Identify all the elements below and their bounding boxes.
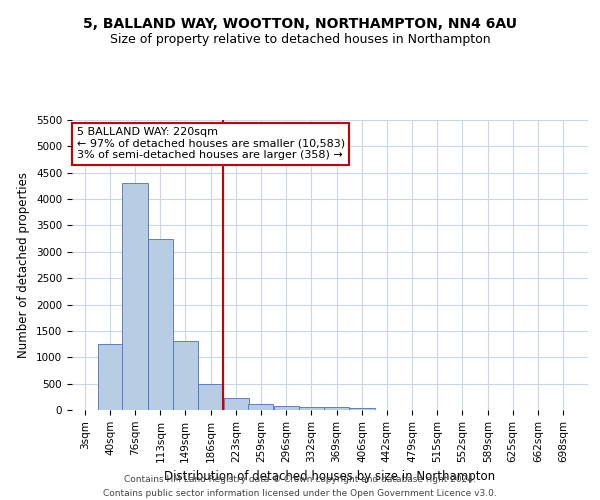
Text: Contains HM Land Registry data © Crown copyright and database right 2024.
Contai: Contains HM Land Registry data © Crown c… [103, 476, 497, 498]
Bar [148, 238, 173, 410]
Bar [324, 408, 349, 410]
Bar [98, 344, 123, 410]
X-axis label: Distribution of detached houses by size in Northampton: Distribution of detached houses by size … [164, 470, 496, 483]
Bar [349, 408, 374, 410]
Bar [198, 384, 223, 410]
Bar [173, 342, 198, 410]
Bar [248, 404, 274, 410]
Y-axis label: Number of detached properties: Number of detached properties [17, 172, 31, 358]
Bar [274, 406, 299, 410]
Text: 5, BALLAND WAY, WOOTTON, NORTHAMPTON, NN4 6AU: 5, BALLAND WAY, WOOTTON, NORTHAMPTON, NN… [83, 18, 517, 32]
Text: 5 BALLAND WAY: 220sqm
← 97% of detached houses are smaller (10,583)
3% of semi-d: 5 BALLAND WAY: 220sqm ← 97% of detached … [77, 127, 345, 160]
Bar [299, 407, 323, 410]
Bar [122, 184, 148, 410]
Bar [224, 398, 248, 410]
Text: Size of property relative to detached houses in Northampton: Size of property relative to detached ho… [110, 32, 490, 46]
